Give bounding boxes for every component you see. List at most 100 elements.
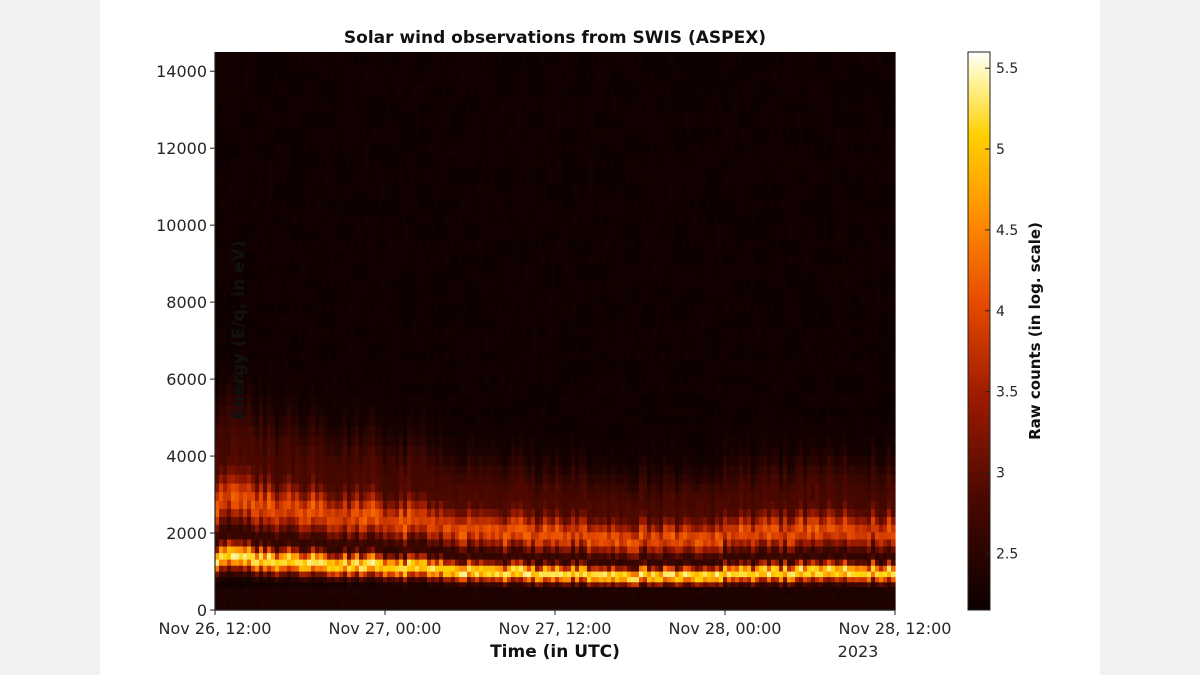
heatmap-cell xyxy=(355,545,360,554)
heatmap-cell xyxy=(343,183,348,199)
heatmap-cell xyxy=(519,141,524,157)
heatmap-cell xyxy=(499,595,504,600)
heatmap-cell xyxy=(399,314,404,327)
heatmap-cell xyxy=(335,289,340,303)
heatmap-cell xyxy=(243,524,248,533)
heatmap-cell xyxy=(231,464,236,475)
heatmap-cell xyxy=(383,415,388,427)
heatmap-cell xyxy=(439,349,444,362)
heatmap-cell xyxy=(435,445,440,457)
heatmap-cell xyxy=(379,361,384,374)
heatmap-cell xyxy=(479,52,484,68)
heatmap-cell xyxy=(263,552,268,560)
heatmap-cell xyxy=(283,482,288,493)
heatmap-cell xyxy=(503,455,508,466)
heatmap-cell xyxy=(399,576,404,583)
heatmap-cell xyxy=(491,82,496,99)
heatmap-cell xyxy=(351,97,356,113)
heatmap-cell xyxy=(411,516,416,525)
heatmap-cell xyxy=(443,570,448,578)
heatmap-cell xyxy=(339,435,344,447)
heatmap-cell xyxy=(523,361,528,374)
heatmap-cell xyxy=(471,581,476,588)
heatmap-cell xyxy=(283,97,288,113)
heatmap-cell xyxy=(439,264,444,278)
heatmap-cell xyxy=(539,251,544,265)
heatmap-cell xyxy=(387,415,392,427)
heatmap-cell xyxy=(495,197,500,213)
heatmap-cell xyxy=(231,491,236,501)
heatmap-cell xyxy=(303,425,308,437)
heatmap-cell xyxy=(535,405,540,417)
heatmap-cell xyxy=(319,464,324,475)
heatmap-cell xyxy=(519,581,524,588)
heatmap-cell xyxy=(467,141,472,157)
heatmap-cell xyxy=(271,524,276,533)
heatmap-cell xyxy=(543,52,548,68)
heatmap-cell xyxy=(291,491,296,501)
heatmap-cell xyxy=(379,570,384,578)
heatmap-cell xyxy=(471,183,476,199)
heatmap-cell xyxy=(471,264,476,278)
heatmap-cell xyxy=(327,126,332,143)
heatmap-cell xyxy=(487,598,492,603)
heatmap-cell xyxy=(407,326,412,339)
heatmap-cell xyxy=(407,67,412,84)
heatmap-cell xyxy=(487,238,492,252)
heatmap-cell xyxy=(315,598,320,603)
heatmap-cell xyxy=(223,405,228,417)
heatmap-cell xyxy=(323,338,328,351)
heatmap-cell xyxy=(303,314,308,327)
heatmap-cell xyxy=(355,349,360,362)
heatmap-cell xyxy=(507,112,512,128)
heatmap-cell xyxy=(455,361,460,374)
heatmap-cell xyxy=(431,82,436,99)
heatmap-cell xyxy=(243,155,248,171)
heatmap-cell xyxy=(275,415,280,427)
heatmap-cell xyxy=(495,349,500,362)
heatmap-cell xyxy=(215,531,220,540)
heatmap-cell xyxy=(459,238,464,252)
heatmap-cell xyxy=(327,383,332,396)
heatmap-cell xyxy=(399,425,404,437)
heatmap-cell xyxy=(519,155,524,171)
heatmap-cell xyxy=(395,251,400,265)
heatmap-cell xyxy=(451,482,456,493)
heatmap-cell xyxy=(487,289,492,303)
heatmap-cell xyxy=(367,586,372,592)
heatmap-cell xyxy=(267,491,272,501)
heatmap-cell xyxy=(487,464,492,475)
heatmap-cell xyxy=(223,602,228,606)
heatmap-cell xyxy=(319,491,324,501)
heatmap-cell xyxy=(423,67,428,84)
heatmap-cell xyxy=(303,491,308,501)
heatmap-cell xyxy=(275,538,280,547)
heatmap-cell xyxy=(263,126,268,143)
heatmap-cell xyxy=(467,435,472,447)
heatmap-cell xyxy=(307,67,312,84)
heatmap-cell xyxy=(307,183,312,199)
heatmap-cell xyxy=(511,52,516,68)
heatmap-cell xyxy=(487,474,492,484)
heatmap-cell xyxy=(359,576,364,583)
heatmap-cell xyxy=(319,155,324,171)
heatmap-cell xyxy=(403,141,408,157)
heatmap-cell xyxy=(339,576,344,583)
heatmap-cell xyxy=(459,602,464,606)
heatmap-cell xyxy=(327,141,332,157)
heatmap-cell xyxy=(215,545,220,554)
heatmap-cell xyxy=(551,516,556,525)
heatmap-cell xyxy=(539,126,544,143)
heatmap-cell xyxy=(419,524,424,533)
heatmap-cell xyxy=(535,302,540,315)
heatmap-cell xyxy=(271,595,276,600)
heatmap-cell xyxy=(479,570,484,578)
heatmap-cell xyxy=(527,605,532,609)
heatmap-cell xyxy=(327,598,332,603)
heatmap-cell xyxy=(483,605,488,609)
heatmap-cell xyxy=(319,238,324,252)
heatmap-cell xyxy=(283,545,288,554)
heatmap-cell xyxy=(247,581,252,588)
heatmap-cell xyxy=(451,602,456,606)
heatmap-cell xyxy=(551,474,556,484)
